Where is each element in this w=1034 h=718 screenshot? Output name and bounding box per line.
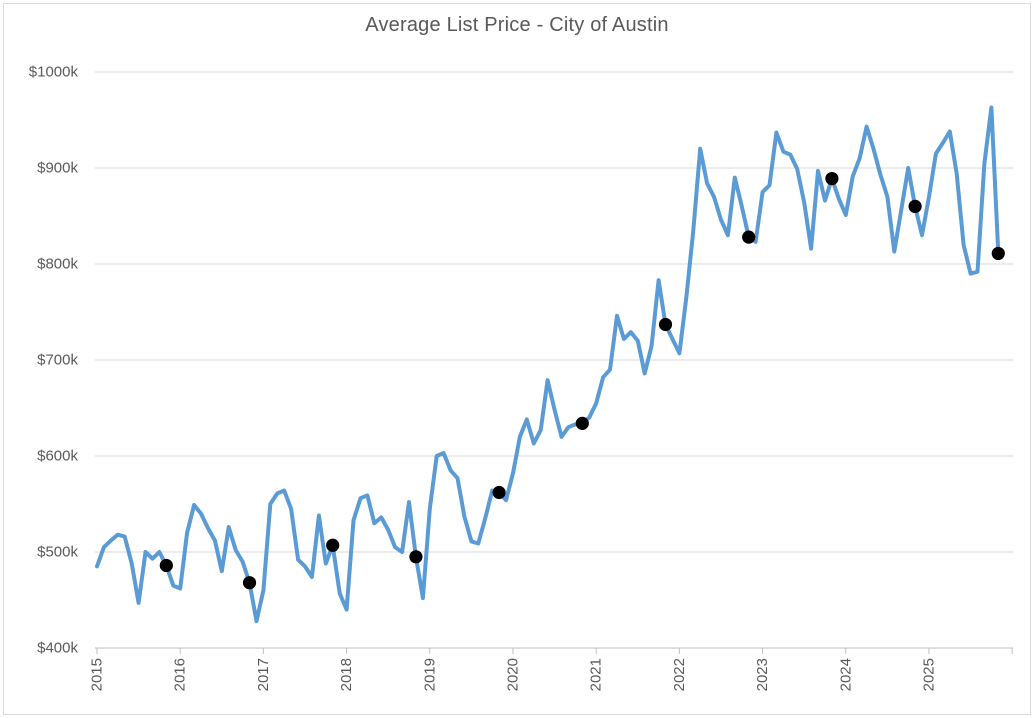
- november-marker-dot: [326, 538, 340, 552]
- x-axis-label: 2018: [338, 658, 355, 691]
- november-marker-dot: [409, 550, 423, 564]
- november-marker-dot: [575, 416, 589, 430]
- x-axis-label: 2019: [421, 658, 438, 691]
- chart-frame: [3, 3, 1031, 715]
- november-marker-dot: [908, 199, 922, 213]
- price-line: [95, 105, 1001, 624]
- y-axis-label: $1000k: [29, 64, 79, 81]
- november-marker-dot: [242, 576, 257, 590]
- november-marker-dot: [742, 230, 756, 244]
- y-axis-label: $900k: [37, 160, 78, 177]
- x-axis-label: 2024: [837, 658, 854, 691]
- november-marker-dot: [492, 485, 506, 500]
- x-axis-label: 2023: [754, 658, 771, 691]
- november-marker-dot: [825, 171, 839, 186]
- november-marker-dot: [658, 317, 673, 332]
- november-marker-dot: [991, 246, 1005, 261]
- y-axis-label: $500k: [37, 544, 78, 561]
- y-axis-label: $400k: [37, 640, 78, 657]
- chart-title: Average List Price - City of Austin: [365, 14, 669, 36]
- x-axis-label: 2016: [172, 658, 189, 691]
- y-axis-label: $700k: [37, 352, 78, 369]
- november-marker-dot: [159, 558, 173, 573]
- x-axis-label: 2021: [588, 658, 605, 691]
- y-axis-label: $600k: [37, 448, 78, 465]
- x-axis-label: 2022: [671, 658, 688, 691]
- x-axis-label: 2017: [255, 658, 272, 691]
- x-axis-label: 2025: [920, 658, 937, 691]
- y-axis-label: $800k: [37, 256, 78, 273]
- x-axis-label: 2020: [504, 658, 521, 691]
- x-axis-label: 2015: [89, 658, 106, 691]
